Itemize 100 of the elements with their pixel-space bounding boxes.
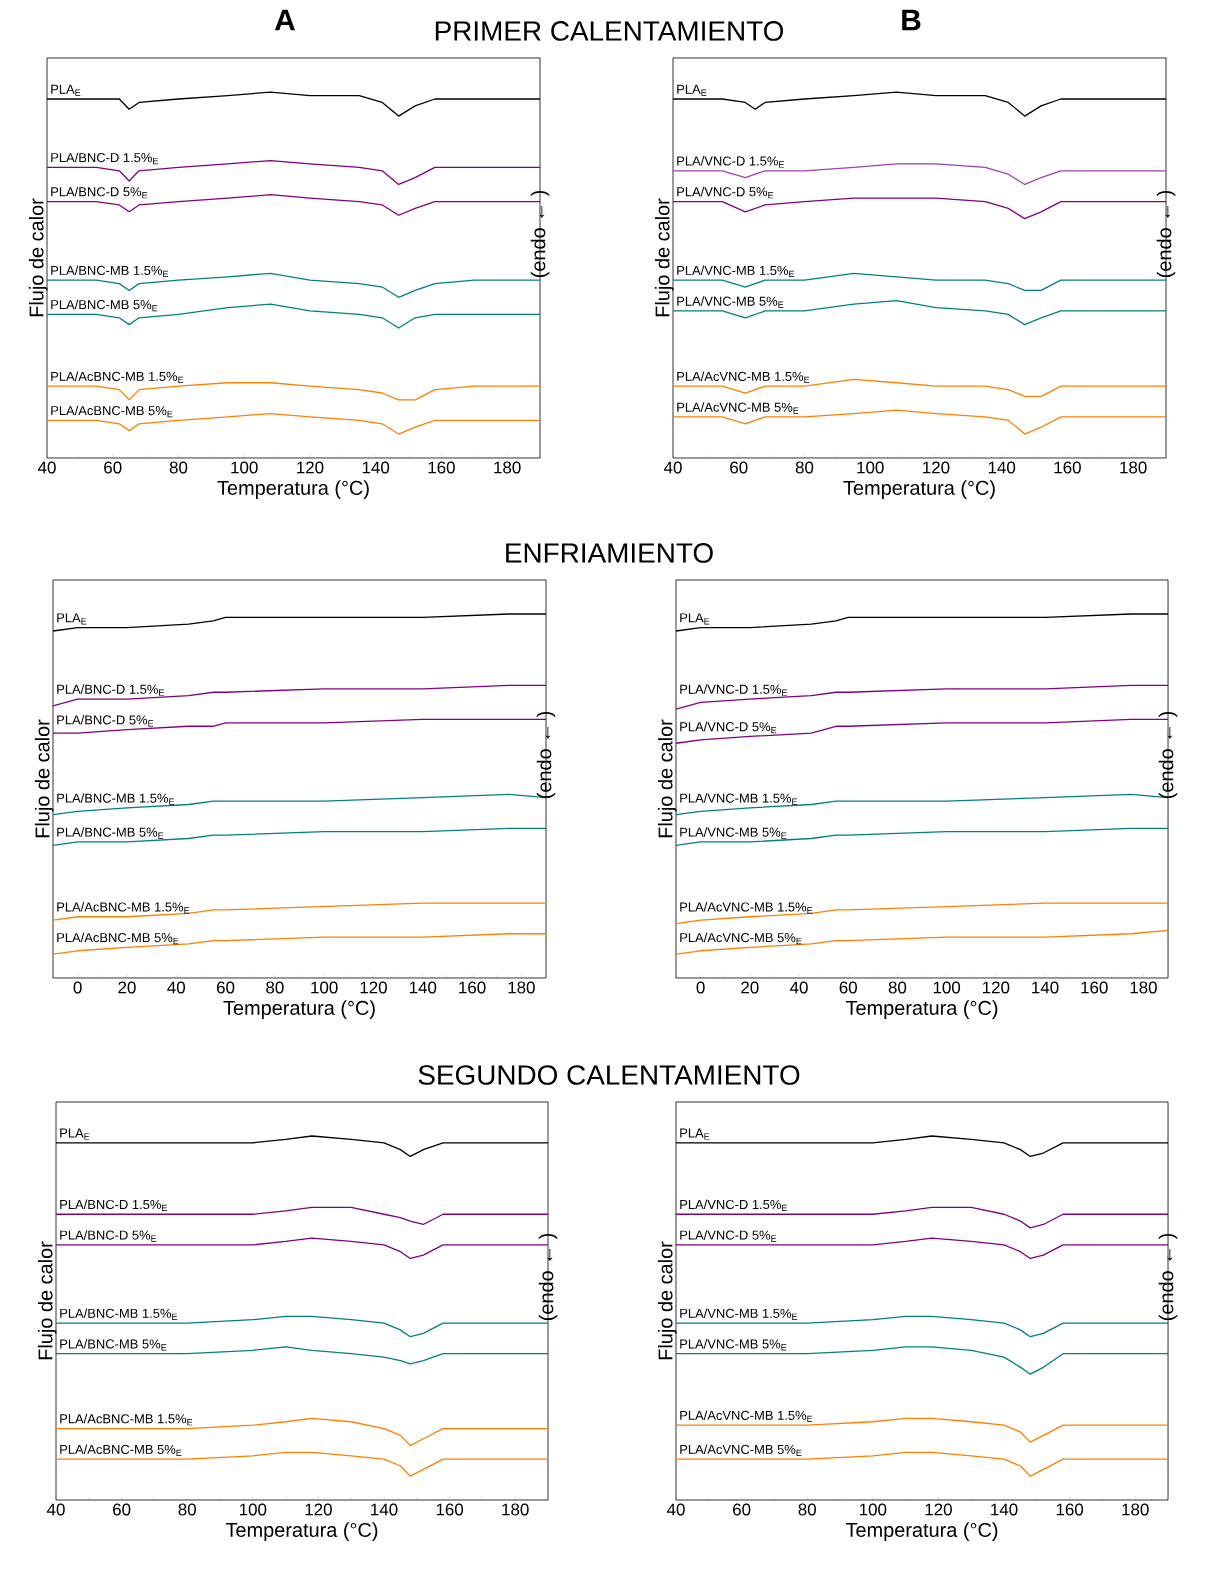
series-label: PLA/VNC-MB 5%$_{E}$	[680, 827, 787, 839]
series-label: PLA$_{E}$	[680, 1128, 710, 1140]
x-tick-label: 100	[311, 981, 338, 994]
series-label: PLA/BNC-MB 1.5%$_{E}$	[60, 1308, 178, 1320]
x-tick-label: 180	[508, 981, 535, 994]
y2-axis-title: (endo ← )	[536, 711, 556, 799]
x-tick-label: 60	[216, 981, 235, 994]
x-tick-label: 100	[859, 1503, 887, 1516]
series-label: PLA/BNC-MB 5%$_{E}$	[60, 1339, 167, 1351]
y2-axis-title: (endo ← )	[538, 1233, 558, 1321]
series-label: PLA/VNC-D 5%$_{E}$	[680, 1230, 777, 1242]
y2-axis-title: (endo ← )	[530, 190, 550, 278]
series-label: PLA/BNC-MB 1.5%$_{E}$	[57, 793, 175, 805]
x-tick-label: 100	[933, 981, 961, 994]
series-label: PLA/AcVNC-MB 5%$_{E}$	[680, 1444, 802, 1456]
series-label: PLA/VNC-MB 5%$_{E}$	[677, 296, 784, 308]
series-label: PLA$_{E}$	[677, 84, 707, 96]
x-tick-label: 140	[991, 1503, 1018, 1516]
x-axis-title: Temperatura (°C)	[223, 1000, 375, 1019]
chart-title: B	[902, 9, 921, 31]
x-tick-label: 60	[733, 1503, 751, 1516]
x-tick-label: 140	[362, 461, 390, 474]
y2-axis-title: (endo ← )	[1158, 1233, 1178, 1321]
y-axis-title: Flujo de calor	[657, 719, 677, 838]
x-axis-title: Temperatura (°C)	[843, 480, 995, 499]
series-label: PLA/BNC-D 5%$_{E}$	[51, 186, 148, 199]
x-tick-label: 160	[428, 461, 455, 474]
x-tick-label: 60	[730, 461, 748, 474]
series-label: PLA/VNC-MB 1.5%$_{E}$	[677, 265, 795, 277]
x-axis-title: Temperatura (°C)	[845, 1000, 998, 1019]
x-tick-label: 100	[231, 461, 258, 474]
x-tick-label: 160	[436, 1503, 464, 1516]
series-label: PLA/AcVNC-MB 5%$_{E}$	[680, 932, 802, 945]
x-tick-label: 40	[37, 461, 56, 474]
series-label: PLA/BNC-D 1.5%$_{E}$	[57, 684, 165, 696]
series-label: PLA$_{E}$	[57, 613, 87, 625]
x-tick-label: 140	[1032, 981, 1059, 994]
x-tick-label: 160	[459, 981, 486, 994]
x-tick-label: 40	[666, 1503, 685, 1516]
x-tick-label: 120	[297, 461, 324, 474]
x-tick-label: 40	[789, 981, 808, 994]
x-tick-label: 80	[178, 1503, 196, 1516]
x-tick-label: 80	[888, 981, 907, 994]
x-tick-label: 160	[1056, 1503, 1084, 1516]
series-label: PLA/VNC-MB 5%$_{E}$	[680, 1339, 787, 1351]
series-label: PLA/AcBNC-MB 1.5%$_{E}$	[57, 902, 190, 914]
y-axis-title: Flujo de calor	[28, 198, 48, 317]
series-label: PLA/BNC-D 5%$_{E}$	[57, 714, 154, 727]
x-tick-label: 40	[46, 1503, 65, 1516]
series-label: PLA/BNC-D 5%$_{E}$	[60, 1230, 157, 1242]
series-label: PLA/AcBNC-MB 5%$_{E}$	[57, 932, 179, 945]
x-tick-label: 180	[1122, 1503, 1149, 1516]
x-tick-label: 40	[167, 981, 186, 994]
x-tick-label: 60	[104, 461, 122, 474]
x-tick-label: 20	[118, 981, 136, 994]
series-label: PLA/BNC-MB 5%$_{E}$	[51, 299, 158, 312]
x-tick-label: 180	[494, 461, 521, 474]
x-tick-label: 120	[925, 1503, 952, 1516]
x-axis-title: Temperatura (°C)	[845, 1522, 998, 1541]
x-tick-label: 120	[305, 1503, 332, 1516]
x-tick-label: 80	[169, 461, 188, 474]
chart-title: A	[274, 9, 296, 31]
y2-axis-title: (endo ← )	[1156, 190, 1176, 278]
y-axis-title: Flujo de calor	[37, 1241, 57, 1360]
x-tick-label: 160	[1081, 981, 1108, 994]
x-tick-label: 120	[982, 981, 1010, 994]
series-label: PLA$_{E}$	[680, 613, 710, 625]
x-tick-label: 180	[1120, 461, 1147, 474]
series-label: PLA/VNC-D 1.5%$_{E}$	[680, 1199, 788, 1212]
text: PRIMER CALENTAMIENTO	[435, 21, 784, 41]
x-tick-label: 0	[696, 981, 705, 994]
x-tick-label: 120	[923, 461, 950, 474]
text: SEGUNDO CALENTAMIENTO	[418, 1065, 800, 1085]
x-tick-label: 40	[663, 461, 682, 474]
x-tick-label: 180	[1130, 981, 1157, 994]
x-tick-label: 140	[409, 981, 437, 994]
series-label: PLA/VNC-D 5%$_{E}$	[677, 186, 774, 199]
series-label: PLA/VNC-MB 1.5%$_{E}$	[680, 793, 798, 805]
x-tick-label: 100	[857, 461, 884, 474]
series-label: PLA/BNC-D 1.5%$_{E}$	[51, 152, 159, 165]
x-tick-label: 140	[371, 1503, 398, 1516]
x-tick-label: 100	[239, 1503, 267, 1516]
x-tick-label: 140	[988, 461, 1016, 474]
x-tick-label: 120	[360, 981, 387, 994]
series-label: PLA/VNC-D 1.5%$_{E}$	[677, 156, 785, 168]
x-tick-label: 180	[502, 1503, 529, 1516]
x-tick-label: 80	[266, 981, 284, 994]
x-tick-label: 20	[741, 981, 759, 994]
x-axis-title: Temperatura (°C)	[225, 1522, 378, 1541]
series-label: PLA/AcBNC-MB 5%$_{E}$	[60, 1444, 182, 1456]
y-axis-title: Flujo de calor	[657, 1241, 677, 1360]
series-label: PLA/VNC-D 1.5%$_{E}$	[680, 684, 788, 696]
series-label: PLA/BNC-MB 5%$_{E}$	[57, 827, 164, 839]
x-tick-label: 0	[73, 981, 82, 994]
x-axis-title: Temperatura (°C)	[217, 480, 369, 499]
x-tick-label: 80	[795, 461, 814, 474]
series-label: PLA$_{E}$	[51, 84, 81, 96]
x-tick-label: 60	[113, 1503, 131, 1516]
series-label: PLA/AcBNC-MB 1.5%$_{E}$	[60, 1413, 193, 1426]
text: ENFRIAMIENTO	[506, 543, 713, 563]
